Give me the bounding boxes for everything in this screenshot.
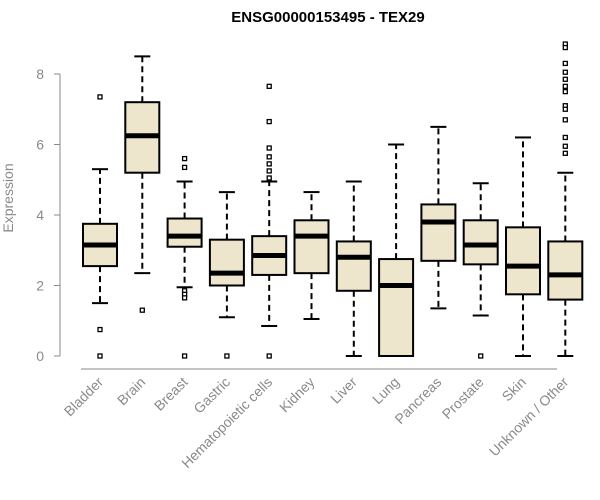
box-iqr [335,240,372,292]
chart-title: ENSG00000153495 - TEX29 [231,9,424,26]
outlier-point [562,88,568,95]
outlier-point [562,44,568,51]
x-category-label: Unknown / Other [486,374,572,460]
outlier-point [562,83,568,89]
box-iqr [462,219,499,266]
box-group [420,125,457,310]
outlier-point [562,134,568,141]
box-group [547,41,584,357]
box-iqr [505,226,541,296]
outlier-point [478,353,484,359]
outlier-point [139,307,145,313]
outlier-point [562,143,568,149]
x-category-label: Prostate [439,374,487,422]
y-axis-ticks: 0 2 4 6 8 [36,66,60,364]
box-group [251,83,288,359]
outlier-point [562,117,568,123]
outlier-point [562,76,568,82]
outlier-point [266,161,272,167]
outlier-point [224,353,230,359]
y-tick-label: 0 [36,348,44,364]
outlier-point [97,94,103,100]
box-group [208,191,245,359]
x-category-label: Skin [499,374,530,405]
box-group [82,94,118,359]
outlier-point [562,106,568,112]
x-category-label: Kidney [276,374,318,416]
y-tick-label: 2 [36,278,44,294]
box-iqr [208,238,245,287]
y-tick-label: 4 [36,207,44,223]
outlier-point [266,154,272,160]
outlier-point [266,83,272,89]
y-tick-label: 8 [36,66,44,82]
outlier-point [266,145,272,151]
box-group [335,180,372,357]
outlier-point [181,155,188,162]
x-category-label: Breast [151,374,191,414]
box-group [505,136,541,357]
box-group [166,155,203,359]
outlier-point [562,60,568,67]
box-group [378,143,415,357]
box-iqr [166,217,203,248]
outlier-point [181,353,188,359]
box-iqr [378,258,415,357]
outlier-point [266,118,272,125]
outlier-point [97,326,103,333]
x-category-label: Pancreas [391,374,444,427]
outlier-point [562,150,568,156]
box-iqr [293,219,330,275]
boxplot-series [82,41,584,359]
box-group [293,191,330,320]
x-category-label: Brain [114,374,148,408]
outlier-point [266,168,272,174]
y-axis-label: Expression [0,163,16,232]
outlier-point [97,353,103,359]
outlier-point [266,175,272,181]
y-tick-label: 6 [36,137,44,153]
outlier-point [181,295,188,301]
box-group [124,55,161,313]
x-category-label: Bladder [61,374,107,420]
outlier-point [181,164,188,171]
outlier-point [266,353,272,359]
x-category-label: Lung [369,374,402,407]
box-iqr [547,240,584,301]
box-iqr [420,203,457,262]
outlier-point [562,69,568,75]
x-category-label: Liver [327,374,360,407]
box-group [462,182,499,359]
